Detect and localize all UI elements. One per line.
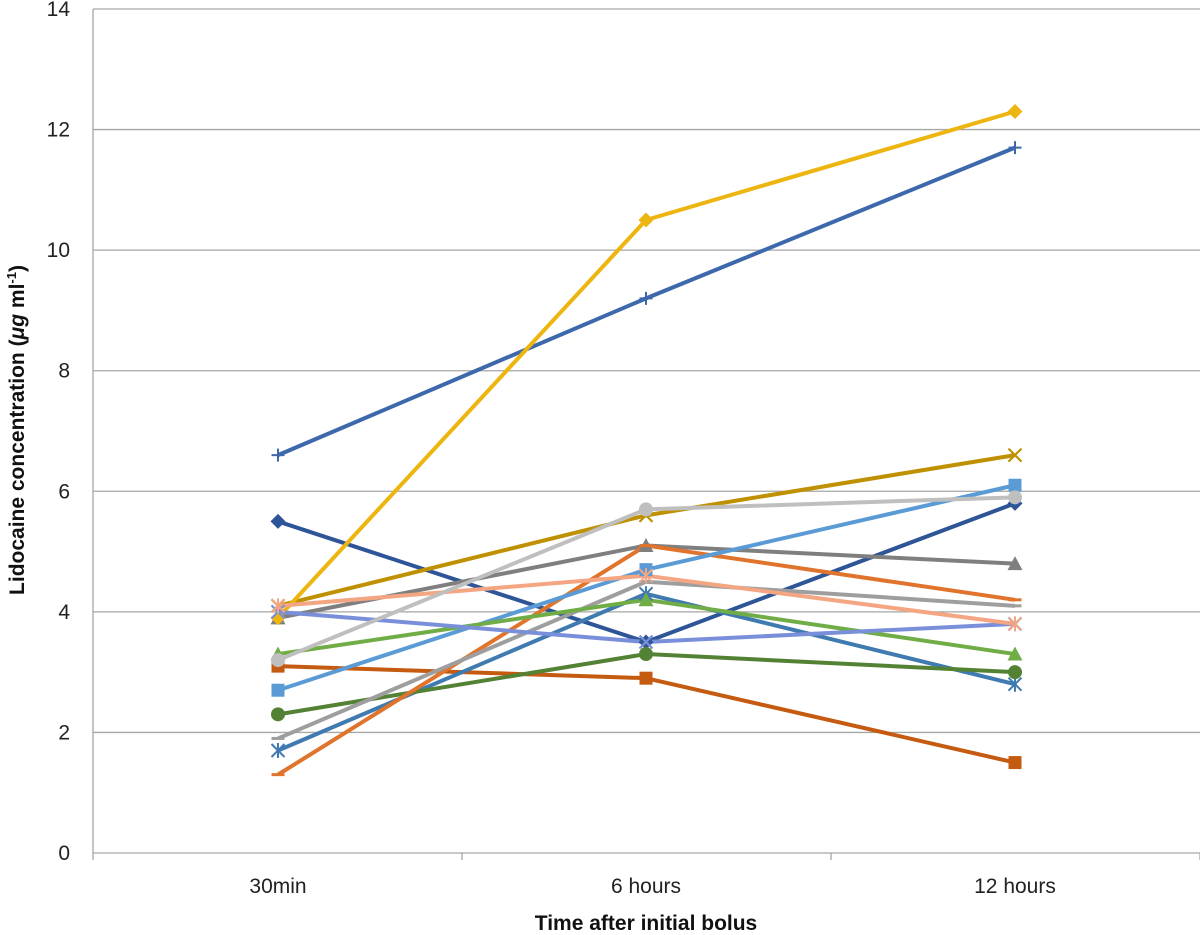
y-axis-title-close: ) xyxy=(6,265,29,272)
data-point-circle xyxy=(639,502,653,517)
data-point-circle xyxy=(271,707,285,722)
y-axis-title-main: Lidocaine concentration ( xyxy=(6,339,29,595)
data-point-circle xyxy=(1008,490,1022,505)
x-tick-label: 30min xyxy=(249,875,306,898)
x-tick-label: 12 hours xyxy=(974,875,1056,898)
data-point-diamond xyxy=(270,513,286,529)
data-point-circle xyxy=(1008,665,1022,680)
data-point-square xyxy=(271,683,285,697)
gridlines xyxy=(93,8,1200,734)
x-axis-title: Time after initial bolus xyxy=(535,912,758,935)
data-point-star xyxy=(270,598,286,614)
y-tick-label: 0 xyxy=(58,842,70,865)
data-point-square xyxy=(1008,478,1022,492)
data-point-square xyxy=(1008,756,1022,770)
y-axis-title-unit: ml xyxy=(6,284,29,314)
tick-labels: 0 2 4 6 8 10 12 14 30min 6 hours 12 hours xyxy=(47,0,1056,898)
y-tick-label: 14 xyxy=(47,0,71,21)
x-tick-label: 6 hours xyxy=(611,875,681,898)
y-tick-label: 10 xyxy=(47,239,70,262)
data-point-star xyxy=(638,568,654,584)
data-point-triangle xyxy=(638,592,654,607)
y-tick-label: 12 xyxy=(47,119,70,142)
data-point-star xyxy=(1007,616,1023,632)
data-point-star xyxy=(1007,676,1023,692)
data-point-square xyxy=(639,671,653,685)
data-point-diamond xyxy=(1007,103,1023,119)
y-axis-title-mu: μg xyxy=(6,314,29,341)
data-point-triangle xyxy=(1007,646,1023,661)
data-point-star xyxy=(270,743,286,759)
data-point-plus xyxy=(271,448,285,462)
data-point-diamond xyxy=(638,212,654,228)
y-tick-label: 6 xyxy=(58,480,70,503)
y-axis-title: Lidocaine concentration (μg ml-1) xyxy=(4,265,29,595)
data-point-plus xyxy=(639,291,653,305)
y-tick-label: 2 xyxy=(58,721,70,744)
y-tick-label: 8 xyxy=(58,360,70,383)
axes xyxy=(92,9,1200,860)
data-point-circle xyxy=(271,653,285,668)
y-axis-title-sup: -1 xyxy=(4,272,19,284)
series-markers xyxy=(270,103,1023,777)
data-point-x xyxy=(1007,447,1023,463)
data-point-circle xyxy=(639,647,653,662)
y-tick-label: 4 xyxy=(58,601,70,624)
data-point-x xyxy=(638,634,654,650)
data-point-triangle xyxy=(1007,556,1023,571)
data-point-plus xyxy=(1008,141,1022,155)
